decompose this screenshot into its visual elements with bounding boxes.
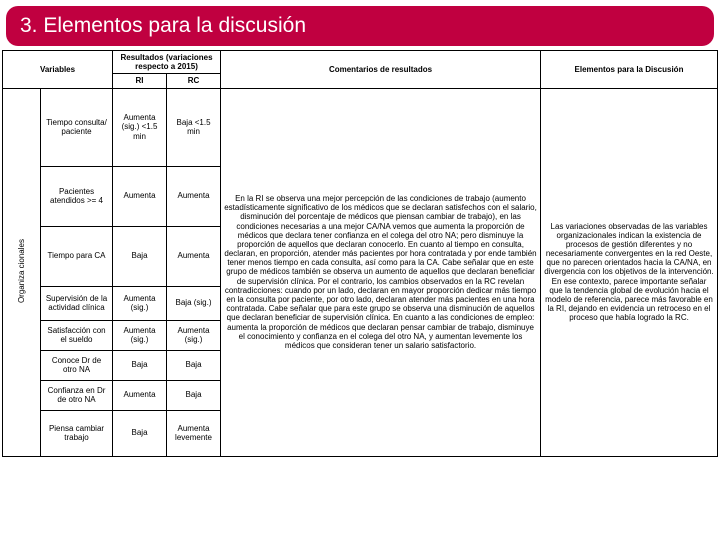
var-cell: Confianza en Dr de otro NA bbox=[41, 380, 113, 410]
var-cell: Satisfacción con el sueldo bbox=[41, 320, 113, 350]
ri-cell: Aumenta (sig.) <1.5 min bbox=[113, 88, 167, 166]
var-cell: Tiempo consulta/ paciente bbox=[41, 88, 113, 166]
header-ri: RI bbox=[113, 74, 167, 88]
var-cell: Conoce Dr de otro NA bbox=[41, 350, 113, 380]
rc-cell: Baja (sig.) bbox=[167, 286, 221, 320]
header-resultados: Resultados (variaciones respecto a 2015) bbox=[113, 51, 221, 74]
header-elementos: Elementos para la Discusión bbox=[541, 51, 718, 89]
elementos-cell: Las variaciones observadas de las variab… bbox=[541, 88, 718, 456]
ri-cell: Baja bbox=[113, 226, 167, 286]
rc-cell: Aumenta levemente bbox=[167, 410, 221, 456]
rc-cell: Aumenta bbox=[167, 226, 221, 286]
rc-cell: Baja bbox=[167, 380, 221, 410]
header-rc: RC bbox=[167, 74, 221, 88]
ri-cell: Baja bbox=[113, 350, 167, 380]
header-variables: Variables bbox=[3, 51, 113, 89]
ri-cell: Baja bbox=[113, 410, 167, 456]
category-cell: Organiza cionales bbox=[3, 88, 41, 456]
var-cell: Pacientes atendidos >= 4 bbox=[41, 166, 113, 226]
rc-cell: Baja bbox=[167, 350, 221, 380]
var-cell: Tiempo para CA bbox=[41, 226, 113, 286]
page-title: 3. Elementos para la discusión bbox=[6, 6, 714, 46]
ri-cell: Aumenta bbox=[113, 380, 167, 410]
ri-cell: Aumenta bbox=[113, 166, 167, 226]
rc-cell: Aumenta (sig.) bbox=[167, 320, 221, 350]
discussion-table: Variables Resultados (variaciones respec… bbox=[2, 50, 718, 457]
var-cell: Piensa cambiar trabajo bbox=[41, 410, 113, 456]
ri-cell: Aumenta (sig.) bbox=[113, 286, 167, 320]
rc-cell: Aumenta bbox=[167, 166, 221, 226]
comentarios-cell: En la RI se observa una mejor percepción… bbox=[221, 88, 541, 456]
var-cell: Supervisión de la actividad clínica bbox=[41, 286, 113, 320]
header-comentarios: Comentarios de resultados bbox=[221, 51, 541, 89]
ri-cell: Aumenta (sig.) bbox=[113, 320, 167, 350]
rc-cell: Baja <1.5 min bbox=[167, 88, 221, 166]
